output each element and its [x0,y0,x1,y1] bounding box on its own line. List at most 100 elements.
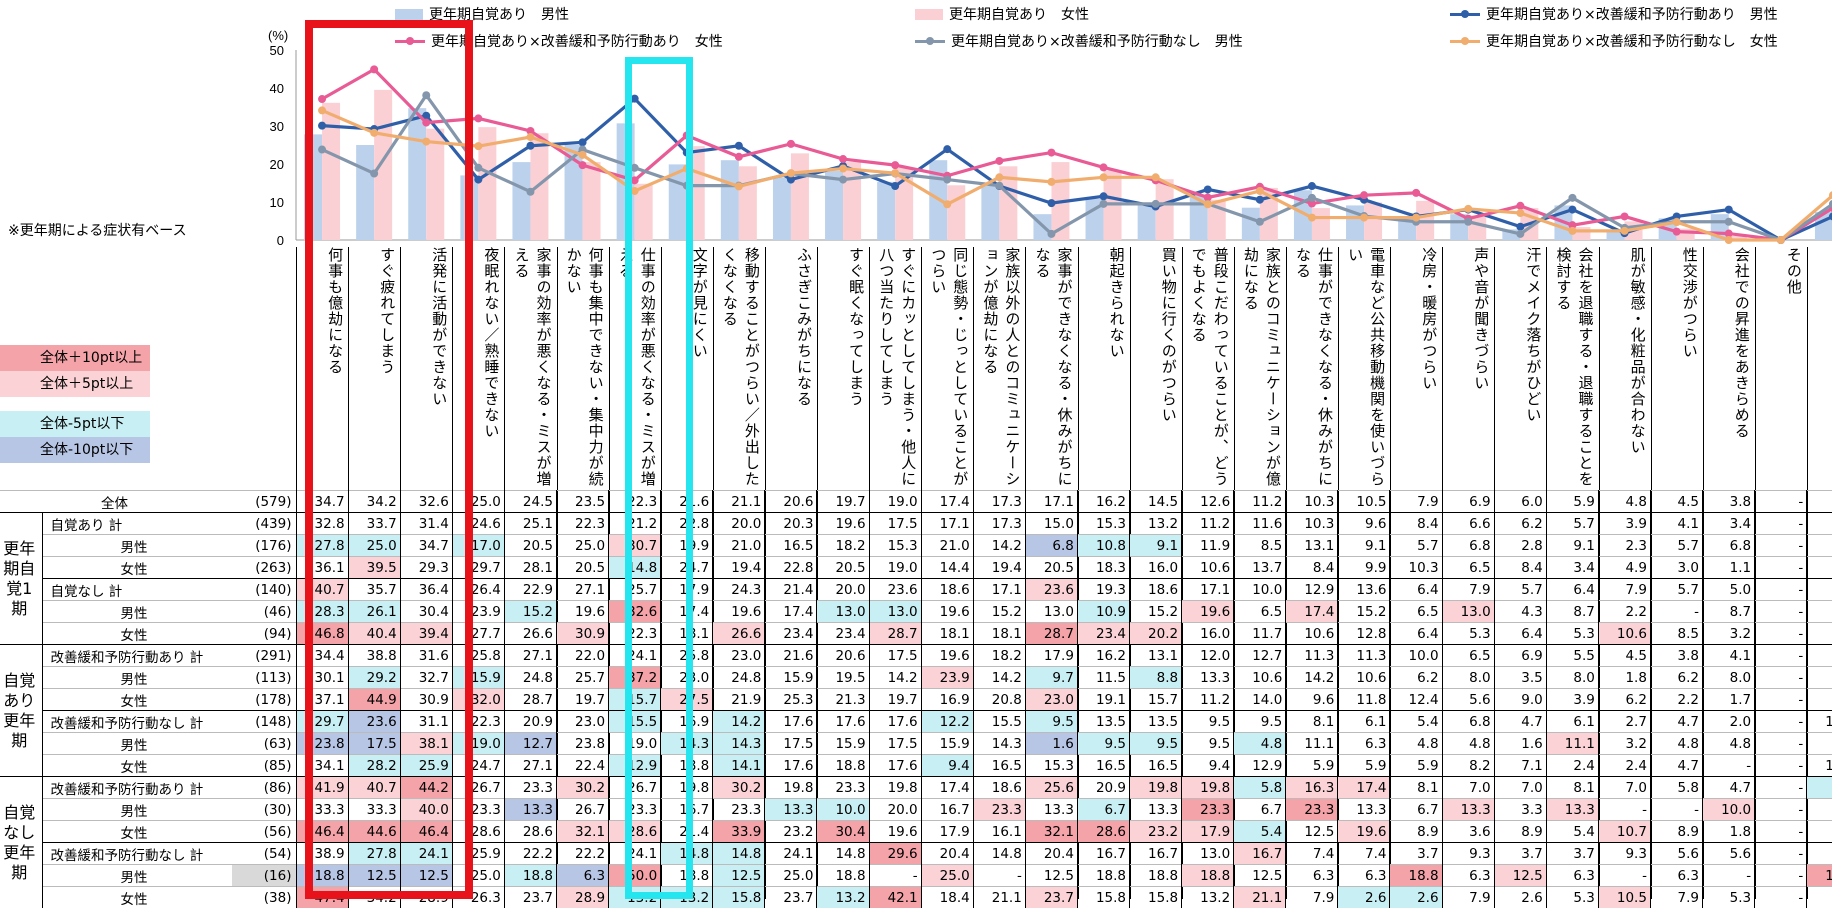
category-label: 電車など公共移動機関を使いづらい [1344,247,1388,492]
y-tick-label: 10 [270,195,284,210]
table-cell: 10.3 [1286,513,1338,535]
table-cell: - [1650,799,1702,821]
table-cell: 8.9 [1494,821,1546,843]
legend-entry: 更年期自覚あり×改善緩和予防行動なし 女性 [1450,31,1778,51]
legend-entry: 更年期自覚あり×改善緩和予防行動あり 男性 [1450,4,1778,24]
table-cell: 11.6 [1234,513,1286,535]
table-cell: - [1650,601,1702,623]
table-cell: 13.3 [1338,799,1390,821]
row-base-n: (579) [232,491,296,513]
table-cell: 13.3 [1130,799,1182,821]
table-cell: 10.8 [1807,711,1832,733]
table-cell: - [1755,667,1807,689]
table-cell: 10.6 [1338,667,1390,689]
table-cell: 23.3 [1286,799,1338,821]
table-cell: - [1755,821,1807,843]
row-label: 男性 [42,733,232,755]
line-point [579,138,587,146]
table-cell: 23.8 [556,733,608,755]
table-cell: 10.5 [1598,887,1650,908]
row-base-n: (439) [232,513,296,535]
table-cell: - [1703,755,1755,777]
table-cell: 18.8 [1390,865,1442,887]
table-cell: 14.2 [973,535,1025,557]
table-cell: 10.3 [1390,557,1442,579]
line-point [1725,206,1733,214]
table-cell: 20.3 [765,513,817,535]
line-point [526,133,534,141]
category-label: 買い物に行くのがつらい [1136,247,1180,492]
table-cell: 12.0 [1182,645,1234,667]
table-cell: 12.6 [1182,491,1234,513]
table-cell: 13.5 [1077,711,1129,733]
line-point [1204,185,1212,193]
table-cell: 6.3 [1546,865,1598,887]
table-cell: 15.8 [1130,887,1182,908]
table-cell: 23.3 [1182,799,1234,821]
table-cell: 16.3 [1286,777,1338,799]
table-cell: 22.3 [556,513,608,535]
table-cell: 14.5 [1130,491,1182,513]
table-cell: 3.7 [1546,843,1598,865]
table-cell: 3.8 [1703,491,1755,513]
table-cell: - [1755,645,1807,667]
line-point [1412,189,1420,197]
table-cell: 18.8 [1182,865,1234,887]
row-label: 男性 [42,865,232,887]
legend-swatch [915,9,943,20]
table-cell: 5.8 [1650,777,1702,799]
table-cell: 30.2 [556,777,608,799]
table-cell: 2.8 [1494,535,1546,557]
table-cell: 14.1 [713,755,765,777]
table-cell: - [1755,623,1807,645]
table-cell: 23.5 [556,491,608,513]
table-cell: 6.3 [1338,865,1390,887]
table-cell: 2.3 [1598,535,1650,557]
category-label: 声や音が聞きづらい [1448,247,1492,492]
table-cell: 4.1 [1703,645,1755,667]
table-cell: 4.8 [1650,733,1702,755]
line-point [891,182,899,190]
table-cell: 22.2 [556,843,608,865]
bar [981,186,999,240]
line-point [1516,230,1524,238]
table-cell: 19.7 [817,491,869,513]
table-cell: 13.0 [817,601,869,623]
table-cell: 17.4 [921,777,973,799]
table-cell: - [1755,755,1807,777]
table-cell: 9.1 [1338,535,1390,557]
table-cell: 16.7 [1077,843,1129,865]
table-cell: 17.6 [869,755,921,777]
table-cell: 4.7 [1703,777,1755,799]
bar [1312,208,1330,240]
table-cell: 21.0 [921,535,973,557]
table-cell: 6.3 [1650,865,1702,887]
line-point [1047,149,1055,157]
table-cell: 26.7 [556,799,608,821]
line-point [1725,218,1733,226]
line-point [1047,230,1055,238]
table-cell: 11.1 [1286,733,1338,755]
table-cell: 6.2 [1494,513,1546,535]
table-cell: 2.3 [1807,777,1832,799]
bar [773,177,791,240]
table-cell: 6.3 [1338,733,1390,755]
table-cell: 3.9 [1546,689,1598,711]
table-cell: 13.2 [817,887,869,908]
table-cell: 1.6 [1025,733,1077,755]
table-cell: - [1755,843,1807,865]
table-cell: 12.8 [1338,623,1390,645]
category-label: 家事の効率が悪くなる・ミスが増える [510,247,554,492]
line-point [1464,218,1472,226]
legend-label: 更年期自覚あり×改善緩和予防行動あり 女性 [431,31,723,51]
table-cell: 17.4 [1286,601,1338,623]
row-label: 男性 [42,601,232,623]
table-cell: 8.0 [1703,667,1755,689]
table-cell: 15.2 [1338,601,1390,623]
line-point [1516,202,1524,210]
category-label: 同じ態勢・じっとしていることがつらい [927,247,971,492]
table-cell: 24.8 [504,667,556,689]
table-cell: 19.6 [869,821,921,843]
category-label: 普段こだわっていることが、どうでもよくなる [1188,247,1232,492]
